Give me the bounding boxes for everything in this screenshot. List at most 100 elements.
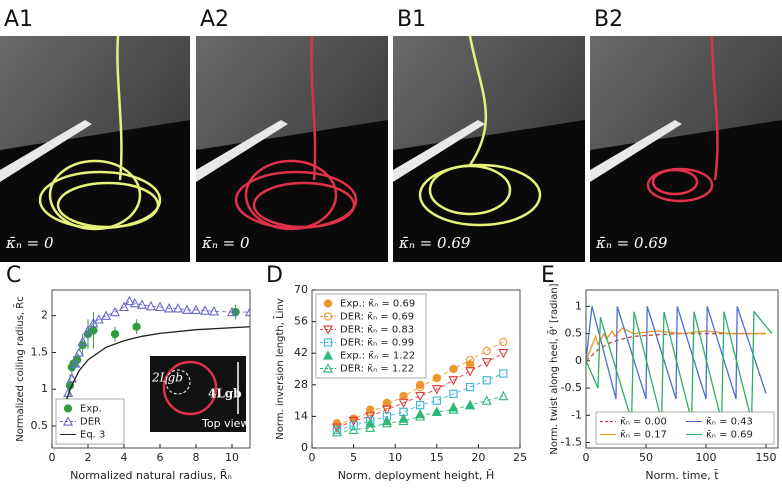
y-tick-label: 0	[575, 354, 582, 367]
marker	[62, 416, 74, 426]
inset-label: 2Lgb	[151, 371, 183, 385]
x-axis-label: Norm. deployment height, H̄	[338, 469, 495, 482]
y-tick-label: -1	[571, 408, 582, 421]
x-tick-label: 10	[388, 451, 402, 464]
y-tick-label: -0.5	[561, 381, 582, 394]
marker	[365, 412, 376, 422]
series-line	[336, 352, 504, 429]
x-tick-label: 8	[193, 451, 200, 464]
marker	[172, 303, 184, 313]
photo: B2 κ̄ₙ = 0.69	[590, 7, 782, 262]
x-tick-label: 5	[350, 451, 357, 464]
legend-label: κ̄ₙ = 0.00	[620, 417, 667, 428]
y-tick-label: 0.5	[565, 327, 583, 340]
x-tick-label: 10	[225, 451, 239, 464]
marker	[70, 358, 81, 368]
legend-box	[595, 411, 775, 445]
x-tick-label: 0	[49, 451, 56, 464]
y-tick-label: 56	[294, 315, 308, 328]
chart: D 0 5 10 15 20 25 0 14 28 42 56 70 Norm. deployment h…	[266, 263, 527, 482]
series-line	[336, 395, 504, 433]
marker	[398, 398, 409, 409]
marker	[381, 417, 392, 428]
legend: Exp. DER Eq. 3	[55, 398, 125, 445]
marker	[331, 423, 342, 433]
panel-label: E	[541, 263, 555, 288]
panel-label: B1	[397, 7, 426, 32]
inset-ring	[162, 360, 218, 416]
panel-label: D	[266, 263, 283, 288]
panel-label: C	[6, 263, 21, 288]
marker	[331, 426, 342, 437]
legend-label: Exp.: κ̄ₙ = 1.22	[340, 351, 415, 362]
marker	[323, 338, 333, 347]
x-tick-label: 20	[471, 451, 485, 464]
marker	[416, 400, 425, 410]
plot-layer	[586, 306, 773, 421]
inset: 2Lgb 4Lgb Top view	[150, 356, 249, 432]
marker	[163, 303, 175, 313]
marker	[382, 400, 392, 410]
marker	[398, 415, 409, 426]
marker	[349, 421, 358, 430]
marker	[77, 336, 88, 346]
marker	[431, 385, 442, 395]
inset-label: 4Lgb	[208, 387, 242, 401]
photo: B1 κ̄ₙ = 0.69	[393, 7, 585, 262]
marker	[244, 306, 250, 317]
x-tick-label: 25	[513, 451, 527, 464]
legend-label: DER: κ̄ₙ = 0.99	[340, 338, 414, 349]
marker	[63, 404, 73, 413]
legend-label: Exp.	[80, 404, 102, 415]
marker	[109, 306, 121, 317]
marker	[381, 405, 392, 415]
plot-layer	[331, 337, 509, 437]
marker	[465, 367, 476, 377]
marker	[190, 304, 202, 314]
legend-label: DER: κ̄ₙ = 0.83	[340, 325, 414, 336]
marker	[129, 297, 140, 308]
x-tick-label: 0	[583, 451, 590, 464]
y-tick-label: 0.5	[31, 419, 49, 432]
marker	[322, 350, 334, 360]
chart: E 0 50 100 150 -1.5 -1 -0.5 0 0.5 1 Norm. time, t̄ N…	[541, 263, 779, 482]
x-axis-label: Normalized natural radius, R̄ₙ	[70, 469, 232, 482]
x-tick-label: 50	[639, 451, 653, 464]
series-line	[336, 341, 504, 426]
marker	[415, 411, 426, 421]
marker	[73, 347, 85, 357]
legend-label: Eq. 3	[80, 430, 105, 441]
y-tick-label: 2	[41, 309, 48, 322]
marker	[448, 404, 459, 414]
marker	[465, 355, 475, 365]
y-tick-label: 0	[301, 441, 308, 454]
marker	[431, 406, 442, 417]
y-tick-label: 1	[41, 382, 48, 395]
x-tick-label: 150	[756, 451, 777, 464]
marker	[93, 314, 104, 324]
marker	[449, 364, 458, 374]
x-tick-label: 4	[121, 451, 128, 464]
y-tick-label: 1.5	[31, 345, 49, 358]
y-tick-label: 42	[294, 346, 308, 359]
legend-label: Exp.: κ̄ₙ = 0.69	[340, 299, 415, 310]
legend-label: DER: κ̄ₙ = 0.69	[340, 312, 414, 323]
marker	[136, 299, 148, 309]
marker	[322, 325, 334, 335]
marker	[66, 372, 77, 383]
marker	[199, 305, 211, 315]
series-line	[586, 332, 766, 362]
legend-label: κ̄ₙ = 0.17	[620, 430, 667, 441]
marker	[145, 300, 157, 311]
marker	[432, 396, 441, 405]
chart: C 0 2 4 6 8 10 0.5 1 1.5 2 Normalized natural radiu…	[6, 263, 251, 482]
y-axis-label: Normalized coiling radius, R̄c	[13, 296, 26, 441]
marker	[482, 346, 491, 356]
x-tick-label: 2	[85, 451, 92, 464]
marker	[498, 390, 509, 401]
marker	[465, 382, 475, 392]
marker	[416, 382, 425, 392]
marker	[323, 299, 333, 308]
